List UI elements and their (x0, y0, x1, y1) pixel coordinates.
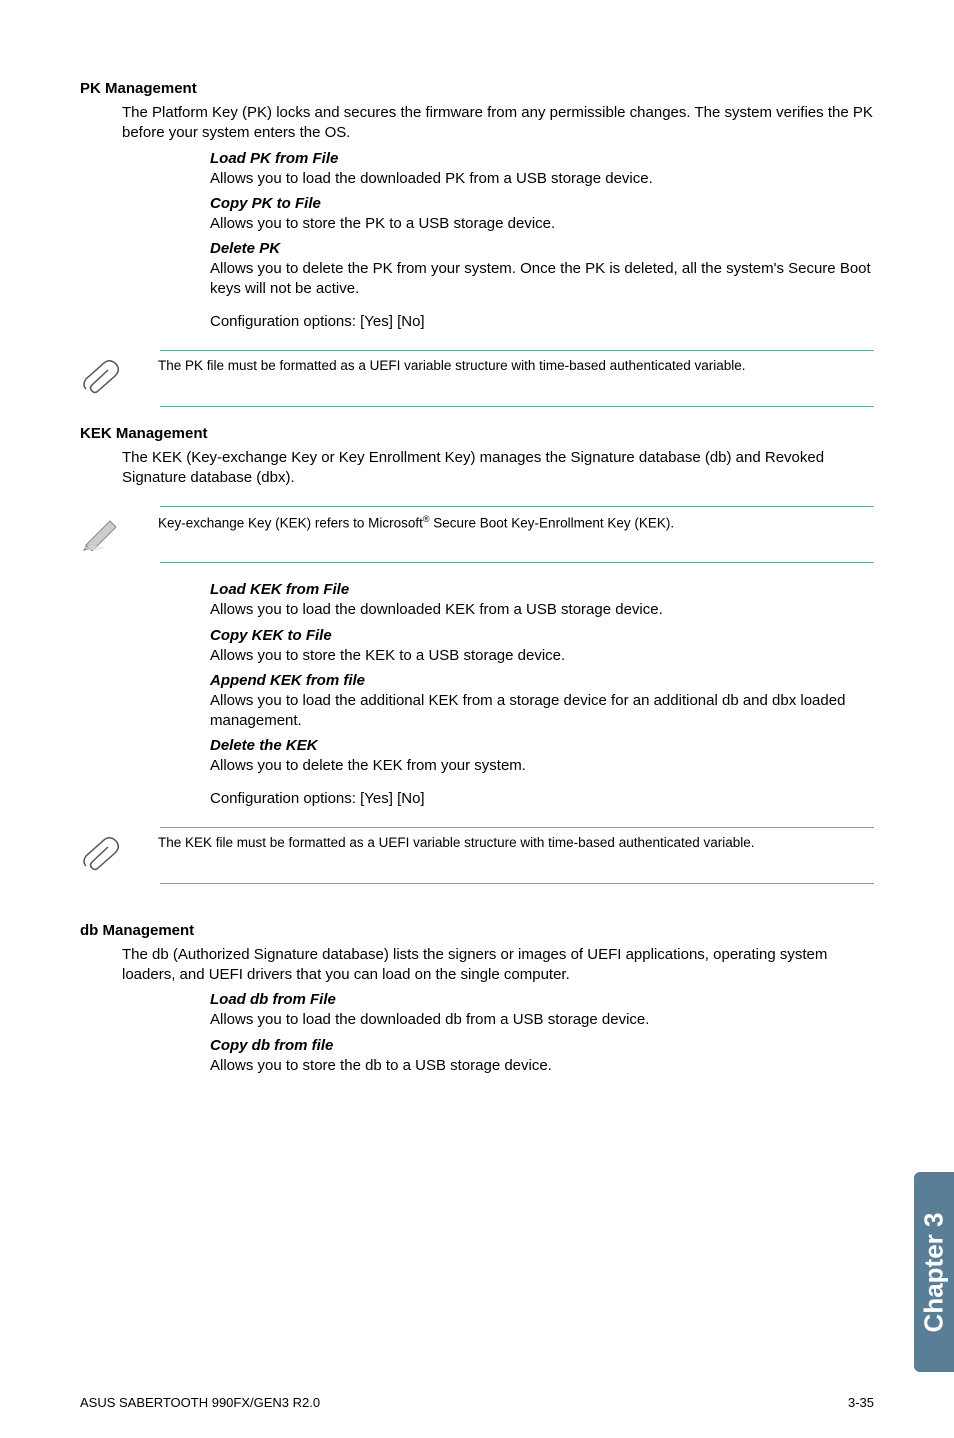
db-copy-body: Allows you to store the db to a USB stor… (210, 1056, 874, 1076)
kek-intro: The KEK (Key-exchange Key or Key Enrollm… (122, 448, 874, 489)
kek-copy-body: Allows you to store the KEK to a USB sto… (210, 646, 874, 666)
kek-note-block: The KEK file must be formatted as a UEFI… (80, 827, 874, 884)
kek-load-title: Load KEK from File (210, 581, 874, 598)
kek-pen-text: Key-exchange Key (KEK) refers to Microso… (140, 513, 674, 533)
pk-load-body: Allows you to load the downloaded PK fro… (210, 169, 874, 189)
kek-heading: KEK Management (80, 425, 874, 442)
pen-icon (80, 513, 140, 556)
kek-append-title: Append KEK from file (210, 672, 874, 689)
pk-intro: The Platform Key (PK) locks and secures … (122, 103, 874, 144)
kek-append-body: Allows you to load the additional KEK fr… (210, 691, 874, 732)
pk-copy-body: Allows you to store the PK to a USB stor… (210, 214, 874, 234)
pk-note-text: The PK file must be formatted as a UEFI … (140, 357, 746, 375)
db-intro: The db (Authorized Signature database) l… (122, 945, 874, 986)
page-footer: ASUS SABERTOOTH 990FX/GEN3 R2.0 3-35 (80, 1395, 874, 1410)
clip-icon (80, 357, 140, 400)
chapter-tab: Chapter 3 (914, 1172, 954, 1372)
footer-right: 3-35 (848, 1395, 874, 1410)
kek-pen-note: Key-exchange Key (KEK) refers to Microso… (80, 506, 874, 563)
kek-load-body: Allows you to load the downloaded KEK fr… (210, 600, 874, 620)
pk-delete-title: Delete PK (210, 240, 874, 257)
pk-delete-body: Allows you to delete the PK from your sy… (210, 259, 874, 300)
chapter-tab-label: Chapter 3 (919, 1212, 950, 1332)
pk-load-title: Load PK from File (210, 150, 874, 167)
pk-config: Configuration options: [Yes] [No] (210, 312, 874, 332)
kek-note-text: The KEK file must be formatted as a UEFI… (140, 834, 755, 852)
footer-left: ASUS SABERTOOTH 990FX/GEN3 R2.0 (80, 1395, 320, 1410)
kek-copy-title: Copy KEK to File (210, 627, 874, 644)
db-load-title: Load db from File (210, 991, 874, 1008)
kek-delete-title: Delete the KEK (210, 737, 874, 754)
db-heading: db Management (80, 922, 874, 939)
kek-config: Configuration options: [Yes] [No] (210, 789, 874, 809)
pk-copy-title: Copy PK to File (210, 195, 874, 212)
clip-icon (80, 834, 140, 877)
pk-note-block: The PK file must be formatted as a UEFI … (80, 350, 874, 407)
kek-delete-body: Allows you to delete the KEK from your s… (210, 756, 874, 776)
pk-heading: PK Management (80, 80, 874, 97)
db-load-body: Allows you to load the downloaded db fro… (210, 1010, 874, 1030)
db-copy-title: Copy db from file (210, 1037, 874, 1054)
